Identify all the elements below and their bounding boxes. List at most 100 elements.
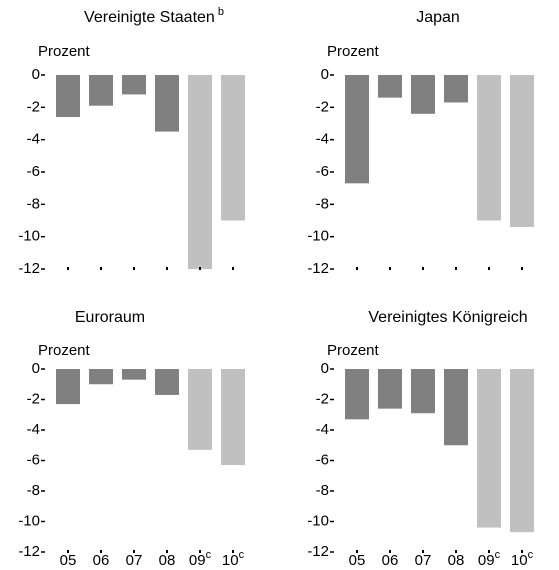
bar bbox=[89, 75, 113, 106]
y-tick-label: -2 bbox=[27, 98, 40, 115]
y-tick-label: -8 bbox=[316, 195, 329, 212]
x-tick-label-text: 05 bbox=[60, 552, 77, 569]
y-tick-label: -2 bbox=[27, 390, 40, 407]
y-tick-label: -6 bbox=[27, 163, 40, 180]
bar bbox=[122, 75, 146, 95]
x-tick bbox=[488, 267, 490, 270]
bar bbox=[188, 369, 212, 450]
x-tick bbox=[356, 267, 358, 270]
bar bbox=[89, 369, 113, 385]
x-tick bbox=[232, 550, 234, 553]
bar bbox=[188, 75, 212, 269]
x-tick-label-text: 08 bbox=[448, 552, 465, 569]
bar bbox=[345, 369, 369, 420]
x-tick bbox=[521, 267, 523, 270]
y-tick-label: -8 bbox=[27, 195, 40, 212]
x-tick bbox=[521, 550, 523, 553]
bar bbox=[155, 369, 179, 395]
y-tick-label: -4 bbox=[27, 131, 40, 148]
x-tick bbox=[389, 550, 391, 553]
y-tick-label: -8 bbox=[27, 482, 40, 499]
x-tick-label-text: 06 bbox=[382, 552, 399, 569]
x-tick bbox=[422, 550, 424, 553]
y-tick-label: -4 bbox=[316, 131, 329, 148]
x-tick bbox=[67, 267, 69, 270]
x-tick-label: 09c bbox=[478, 549, 501, 569]
y-tick-label: 0 bbox=[321, 66, 329, 83]
chart-title-text: Vereinigtes Königreich bbox=[368, 309, 527, 326]
y-tick-label: -12 bbox=[18, 543, 40, 560]
x-tick-label-text: 07 bbox=[126, 552, 143, 569]
chart-title: Japan bbox=[416, 9, 460, 26]
x-tick-superscript: c bbox=[495, 549, 501, 561]
x-tick-superscript: c bbox=[206, 549, 212, 561]
x-tick-label: 07 bbox=[126, 552, 143, 569]
x-tick-superscript: c bbox=[528, 549, 534, 561]
y-tick-label: -10 bbox=[18, 512, 40, 529]
bar bbox=[378, 75, 402, 98]
bar bbox=[510, 369, 534, 533]
chart-title-text: Vereinigte Staaten bbox=[84, 9, 215, 26]
x-tick bbox=[100, 550, 102, 553]
x-tick bbox=[133, 267, 135, 270]
y-tick-label: -6 bbox=[316, 451, 329, 468]
y-tick-label: -12 bbox=[307, 260, 329, 277]
y-axis-label: Prozent bbox=[38, 43, 91, 60]
x-tick bbox=[100, 267, 102, 270]
y-tick-label: -12 bbox=[18, 260, 40, 277]
bar bbox=[56, 75, 80, 118]
y-tick-label: -10 bbox=[307, 512, 329, 529]
bar bbox=[444, 369, 468, 446]
chart-title: Vereinigte Staaten b bbox=[84, 6, 224, 26]
x-tick-label: 06 bbox=[382, 552, 399, 569]
x-tick-label: 08 bbox=[448, 552, 465, 569]
bar bbox=[345, 75, 369, 184]
y-tick-label: -2 bbox=[316, 390, 329, 407]
x-tick-label-text: 10 bbox=[511, 552, 528, 569]
x-tick-label-text: 08 bbox=[159, 552, 176, 569]
y-tick-label: 0 bbox=[321, 360, 329, 377]
bar bbox=[510, 75, 534, 227]
y-tick-label: 0 bbox=[32, 360, 40, 377]
x-tick bbox=[232, 267, 234, 270]
y-tick-label: -2 bbox=[316, 98, 329, 115]
x-tick bbox=[166, 267, 168, 270]
y-tick-label: -8 bbox=[316, 482, 329, 499]
y-tick-label: 0 bbox=[32, 66, 40, 83]
x-tick-label-text: 09 bbox=[478, 552, 495, 569]
y-tick-label: -6 bbox=[316, 163, 329, 180]
x-tick-label-text: 09 bbox=[189, 552, 206, 569]
x-tick bbox=[166, 550, 168, 553]
x-tick-label: 07 bbox=[415, 552, 432, 569]
x-tick bbox=[356, 550, 358, 553]
bar bbox=[122, 369, 146, 380]
x-tick-label-text: 10 bbox=[222, 552, 239, 569]
x-tick-label: 06 bbox=[93, 552, 110, 569]
x-tick-label: 05 bbox=[60, 552, 77, 569]
bar bbox=[477, 75, 501, 221]
chart-title: Euroraum bbox=[75, 309, 145, 326]
x-tick-label: 05 bbox=[349, 552, 366, 569]
x-tick bbox=[422, 267, 424, 270]
y-tick-label: -10 bbox=[18, 228, 40, 245]
y-axis-label: Prozent bbox=[327, 43, 380, 60]
x-tick bbox=[133, 550, 135, 553]
y-axis-label: Prozent bbox=[327, 342, 380, 359]
chart-title-text: Japan bbox=[416, 9, 460, 26]
chart-title: Vereinigtes Königreich bbox=[368, 309, 527, 326]
x-tick-label: 10c bbox=[222, 549, 245, 569]
x-tick-superscript: c bbox=[239, 549, 245, 561]
bar bbox=[221, 369, 245, 466]
y-axis-label: Prozent bbox=[38, 342, 91, 359]
x-tick-label-text: 06 bbox=[93, 552, 110, 569]
x-tick-label: 08 bbox=[159, 552, 176, 569]
y-tick-label: -6 bbox=[27, 451, 40, 468]
bar bbox=[444, 75, 468, 103]
x-tick-label: 09c bbox=[189, 549, 212, 569]
bar bbox=[56, 369, 80, 405]
x-tick-label: 10c bbox=[511, 549, 534, 569]
bar bbox=[221, 75, 245, 221]
x-tick bbox=[455, 550, 457, 553]
bar bbox=[411, 75, 435, 114]
